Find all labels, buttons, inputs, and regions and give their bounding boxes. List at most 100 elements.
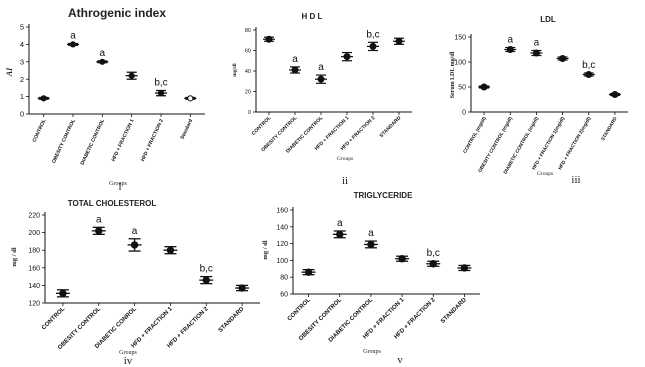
y-tick-label: 4 [20,40,24,49]
x-tick-label: CONTROL [287,297,312,322]
y-tick-label: 0 [20,110,24,119]
chart-title: Athrogenic index [68,6,166,20]
y-tick-label: 60 [280,291,288,298]
panel-label: iv [124,355,133,367]
panel-label: iii [571,174,580,186]
data-point [59,289,67,298]
data-point [398,255,406,263]
chart-title: TRIGLYCERIDE [354,191,413,200]
data-point [336,230,344,239]
y-tick-label: 80 [245,28,251,34]
significance-label: b,c [154,78,167,89]
x-tick-label: STANDARD [379,115,403,139]
data-point [559,55,567,62]
y-tick-label: 5 [20,23,24,32]
chart-panel-1: 0 1 2 3 4 5 CONTROL OBESITY CONTROL DIABETIC CON… [5,6,205,193]
x-axis-label: Groups [537,171,553,177]
y-tick-label: 200 [28,230,40,237]
y-tick-label: 120 [28,300,40,307]
chart-title: TOTAL CHOLESTEROL [68,199,157,208]
panel-label: i [118,181,121,193]
significance-label: b,c [200,264,213,275]
y-tick-label: 80 [280,275,288,282]
y-axis-label: mg / dl [262,240,269,259]
significance-label: b,c [427,248,440,259]
x-tick-label: CONTROL [32,118,48,143]
data-point [95,227,103,235]
chart-title: LDL [540,15,556,24]
y-tick-label: 220 [28,212,40,219]
x-tick-label: HFD + FRACTION 2 [140,118,165,162]
x-tick-label: STANDARD [600,116,619,142]
y-axis-label: AI [5,67,14,77]
data-point [585,71,593,78]
chart-title: H D L [302,12,323,21]
x-tick-label: HFD + FRACTION 1 [111,118,136,162]
significance-label: a [507,35,513,46]
data-point [128,72,135,79]
data-point [395,37,403,45]
significance-label: a [337,218,343,229]
data-point [611,91,619,98]
data-point [317,75,325,83]
y-tick-label: 160 [276,207,288,214]
data-point [532,49,540,57]
data-point [291,66,299,74]
y-tick-label: 40 [245,69,251,75]
data-point [202,276,210,284]
y-tick-label: 60 [245,48,251,54]
y-tick-label: 160 [28,265,40,272]
significance-label: a [70,31,76,42]
data-point [506,46,514,53]
data-point [157,90,165,97]
data-point [429,260,437,268]
x-axis-label: Groups [363,349,381,355]
x-tick-label: CONTROL (mg/dl) [462,116,488,155]
y-axis-label: Serum LDL mg/dl [450,51,456,98]
x-tick-label: OBESITY CONTROL [51,118,77,164]
x-tick-label: Standard [180,118,195,140]
panel-label: ii [342,175,348,187]
panel-label: v [397,354,403,366]
y-tick-label: 0 [248,110,251,116]
y-tick-label: 140 [28,283,40,290]
x-tick-label: STANDARD [218,306,246,334]
data-point [265,35,273,43]
significance-label: a [100,48,106,59]
data-point [40,95,47,102]
data-point [304,268,313,276]
significance-label: a [292,54,298,65]
data-point [238,284,246,292]
y-axis-label: mg/dl [232,63,238,77]
data-point [69,41,77,48]
data-point [369,42,377,50]
significance-label: a [368,228,374,239]
significance-label: a [534,38,540,49]
significance-label: a [132,226,138,237]
y-tick-label: 0 [462,109,466,116]
data-point [343,53,351,61]
data-point [99,58,106,65]
y-tick-label: 20 [245,89,251,95]
significance-label: a [96,214,102,225]
significance-label: b,c [582,60,595,71]
x-tick-label: HFD + FRACTION 2 [166,306,210,350]
x-axis-label: Groups [337,156,353,162]
x-tick-label: CONTROL [251,115,273,137]
data-point [187,95,194,102]
significance-label: b,c [366,29,379,40]
y-axis-label: mg / dl [11,247,18,266]
y-tick-label: 3 [20,57,24,66]
x-axis-label: Groups [119,350,137,356]
y-tick-label: 180 [28,248,40,255]
y-tick-label: 50 [458,84,466,91]
x-axis-label: Groups [109,181,127,187]
x-tick-label: STANDARD [440,297,468,325]
x-tick-label: DIABETIC CONTROL [80,118,106,166]
data-point [480,83,488,91]
